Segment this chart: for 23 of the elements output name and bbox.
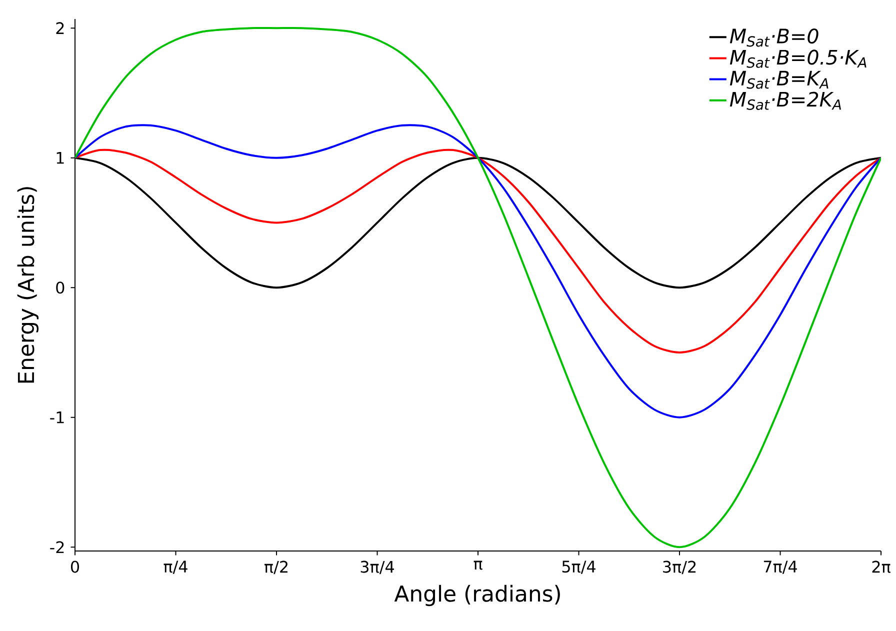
x-tick-label: 3π/4 <box>360 560 394 574</box>
x-tick-label: π/4 <box>164 560 188 574</box>
x-axis-title: Angle (radians) <box>394 584 560 606</box>
y-tick-label: 1 <box>56 152 64 164</box>
x-tick-label: 3π/2 <box>663 560 696 574</box>
line-series <box>75 124 882 418</box>
y-tick-label: 0 <box>56 282 64 294</box>
x-tick-label: 0 <box>70 560 80 573</box>
x-tick-label: π <box>474 560 482 570</box>
y-axis-title: Energy (Arb units) <box>17 187 39 383</box>
y-tick-label: -1 <box>50 412 64 424</box>
x-tick-label: π/2 <box>264 560 288 574</box>
legend-label: M$_{Sat}$·B=2K$_{A}$ <box>730 92 841 110</box>
line-series <box>75 148 882 354</box>
legend-label: M$_{Sat}$·B=0 <box>730 28 818 47</box>
legend-label: M$_{Sat}$·B=K$_{A}$ <box>730 70 828 89</box>
y-tick-label: 2 <box>56 22 64 34</box>
x-tick-label: 5π/4 <box>562 560 596 574</box>
x-tick-label: 7π/4 <box>764 560 797 574</box>
legend-label: M$_{Sat}$·B=0.5·K$_{A}$ <box>730 50 866 68</box>
y-tick-label: -2 <box>50 541 64 554</box>
line-series <box>75 27 882 548</box>
x-tick-label: 2π <box>872 560 890 573</box>
